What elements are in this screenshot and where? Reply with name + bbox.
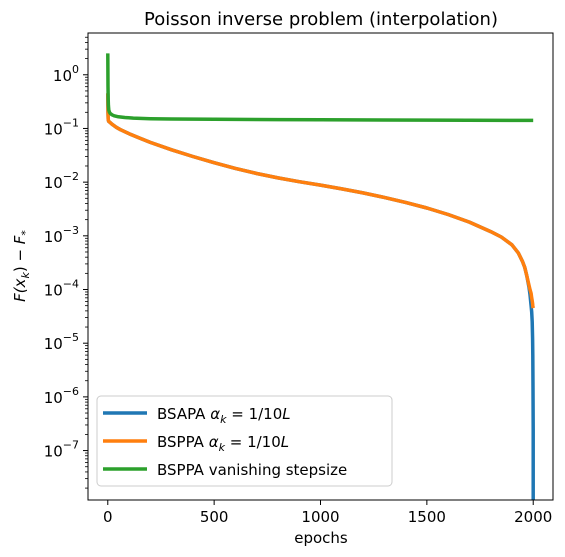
y-tick-label: 10−4 xyxy=(44,278,79,300)
y-tick-label: 100 xyxy=(53,63,79,85)
x-tick-label: 2000 xyxy=(514,508,552,526)
chart-title: Poisson inverse problem (interpolation) xyxy=(144,9,498,30)
x-tick-label: 1500 xyxy=(408,508,446,526)
legend-label-bsapa: BSAPA αk = 1/10L xyxy=(157,405,291,426)
y-tick-label: 10−5 xyxy=(44,331,79,353)
series-line-2 xyxy=(106,53,534,123)
y-tick-label: 10−2 xyxy=(44,170,79,192)
legend-label-bsppa: BSPPA αk = 1/10L xyxy=(157,433,289,454)
x-tick-label: 0 xyxy=(103,508,113,526)
series-line-1 xyxy=(106,93,535,309)
x-tick-label: 500 xyxy=(200,508,229,526)
y-tick-label: 10−3 xyxy=(44,224,79,246)
y-tick-label: 10−1 xyxy=(44,116,79,138)
legend-box xyxy=(96,395,393,487)
y-tick-label: 10−6 xyxy=(44,385,79,407)
x-axis-label: epochs xyxy=(294,529,348,547)
x-tick-label: 1000 xyxy=(301,508,339,526)
plot-frame xyxy=(87,32,554,501)
series-layer xyxy=(106,53,535,500)
legend-label-bsppa-vanishing: BSPPA vanishing stepsize xyxy=(157,461,347,479)
legend: BSAPA αk = 1/10L BSPPA αk = 1/10L BSPPA … xyxy=(96,395,393,487)
y-axis-label: F(xk) − F* xyxy=(11,230,32,302)
tick-layer: 0 500 1000 1500 2000 10−7 10−6 10−5 10−4 10−3 10−2… xyxy=(44,36,552,526)
y-tick-label: 10−7 xyxy=(44,439,79,461)
